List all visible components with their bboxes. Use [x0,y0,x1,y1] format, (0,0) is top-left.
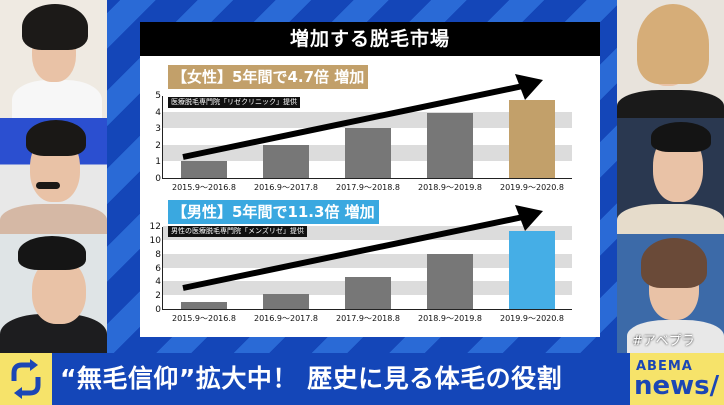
male-chart-source: 男性の医療脱毛専門院「メンズリゼ」提供 [168,226,307,237]
x-tick-label: 2017.9～2018.8 [336,314,400,323]
logo-top-text: ABEMA [636,359,693,374]
chart-board: 増加する脱毛市場 【女性】5年間で4.7倍 増加 医療脱毛専門院「リゼクリニック… [140,22,600,337]
y-tick-label: 4 [155,277,161,288]
guest-camera-6 [617,234,724,353]
bar [181,161,227,178]
x-tick-label: 2019.9～2020.8 [500,183,564,192]
x-tick-label: 2015.9～2016.8 [172,314,236,323]
female-bar-plot: 0 1 2 3 4 5 2015.9～2016.8 2016.9～2017.8 2017.9～2… [155,74,572,192]
bar [509,230,555,309]
bar [263,293,309,309]
y-tick-label: 8 [155,249,161,260]
bar [181,302,227,309]
ticker-headline: “無毛信仰”拡大中！ 歴史に見る体毛の役割 [60,364,563,393]
female-chart-title: 【女性】5年間で4.7倍 増加 [168,65,369,89]
y-tick-label: 5 [155,91,161,101]
x-tick-label: 2019.9～2020.8 [500,314,564,323]
bar [345,128,391,178]
y-tick-label: 2 [155,140,161,151]
male-chart-title: 【男性】5年間で11.3倍 増加 [168,200,379,224]
y-tick-label: 3 [155,124,161,135]
guest-camera-1 [0,0,107,118]
y-tick-label: 2 [155,291,161,302]
x-tick-label: 2016.9～2017.8 [254,183,318,192]
male-bar-plot: 0 2 4 6 8 10 12 2015.9～2016.8 2016.9～2017.8 2017.… [150,205,572,323]
bar [427,113,473,178]
bar [263,144,309,178]
x-tick-label: 2018.9～2019.8 [418,183,482,192]
bar [345,277,391,309]
board-title: 増加する脱毛市場 [140,22,600,56]
abema-news-logo: ABEMA news/ [630,353,724,405]
x-tick-label: 2017.9～2018.8 [336,183,400,192]
news-ticker: “無毛信仰”拡大中！ 歴史に見る体毛の役割 ABEMA news/ [0,353,724,405]
y-tick-label: 12 [149,222,161,232]
guest-camera-3 [0,234,107,353]
hashtag-label: #アベプラ [632,334,695,349]
refresh-cycle-icon [11,359,41,399]
y-tick-label: 6 [155,263,161,274]
male-chart-panel: 【男性】5年間で11.3倍 増加 男性の医療脱毛専門院「メンズリゼ」提供 0 2 4… [140,197,600,337]
trend-arrow-icon [182,205,543,291]
x-tick-label: 2015.9～2016.8 [172,183,236,192]
x-tick-label: 2018.9～2019.8 [418,314,482,323]
y-tick-label: 4 [155,107,161,118]
y-tick-label: 0 [155,305,161,315]
x-tick-label: 2016.9～2017.8 [254,314,318,323]
bar [427,253,473,309]
y-tick-label: 10 [149,235,161,246]
y-tick-label: 1 [155,157,161,168]
female-chart-panel: 【女性】5年間で4.7倍 増加 医療脱毛専門院「リゼクリニック」提供 0 1 2 3 4… [140,62,600,192]
female-chart-source: 医療脱毛専門院「リゼクリニック」提供 [168,97,300,108]
logo-bottom-text: news/ [634,371,720,401]
guest-camera-5 [617,118,724,234]
guest-camera-2 [0,118,107,234]
guest-camera-4 [617,0,724,118]
trend-arrow-icon [182,74,543,160]
ticker-icon-box [0,353,52,405]
y-tick-label: 0 [155,174,161,184]
bar [509,99,555,178]
